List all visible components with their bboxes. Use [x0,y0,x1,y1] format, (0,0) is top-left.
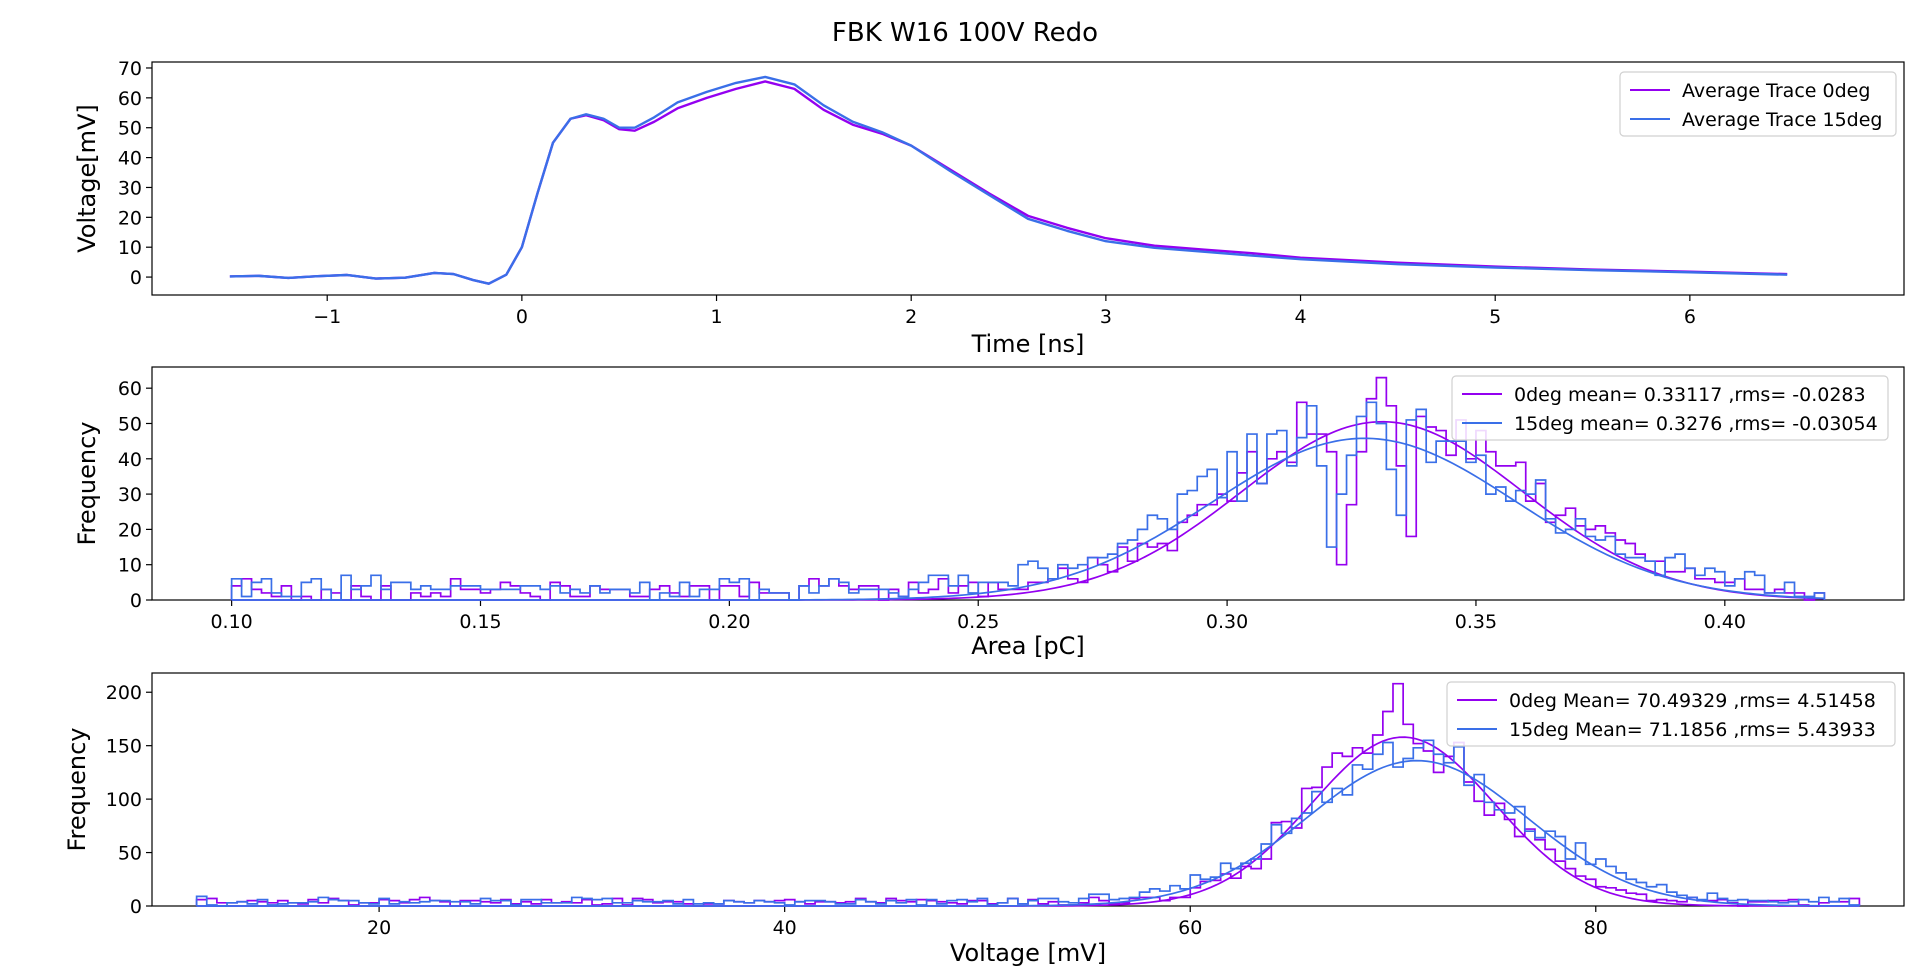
legend-label: Average Trace 0deg [1682,80,1870,102]
figure-title: FBK W16 100V Redo [832,18,1098,48]
y-tick-label: 50 [118,843,142,865]
x-tick-label: 40 [773,917,797,939]
x-tick-label: 0 [516,306,528,328]
x-tick-label: 6 [1684,306,1696,328]
legend-label: 15deg Mean= 71.1856 ,rms= 5.43933 [1509,719,1876,741]
y-tick-label: 10 [118,237,142,259]
gaussian-fit-curve [231,437,1825,601]
x-tick-label: 0.10 [210,611,252,633]
x-axis-label: Time [ns] [971,330,1085,358]
plot-frame [151,61,1905,296]
x-axis-label: Area [pC] [971,632,1085,660]
legend-label: 0deg mean= 0.33117 ,rms= -0.0283 [1514,384,1866,406]
x-tick-label: 0.30 [1206,611,1248,633]
y-axis-label: Voltage[mV] [73,104,101,253]
y-tick-label: 20 [118,519,142,541]
legend-box [1446,681,1896,747]
legend: Average Trace 0deg Average Trace 15deg [1619,71,1897,137]
x-tick-label: 0.15 [459,611,501,633]
histogram-step [195,739,1861,907]
x-tick-label: 0.35 [1455,611,1497,633]
y-tick-label: 150 [106,736,142,758]
y-tick-label: 100 [106,789,142,811]
x-axis-label: Voltage [mV] [950,939,1106,967]
x-tick-label: 0.40 [1704,611,1746,633]
y-tick-label: 30 [118,177,142,199]
x-tick-label: 20 [367,917,391,939]
legend-label: 0deg Mean= 70.49329 ,rms= 4.51458 [1509,690,1876,712]
y-tick-label: 0 [130,590,142,612]
y-tick-label: 70 [118,58,142,80]
x-tick-label: 4 [1294,306,1306,328]
legend-box [1619,71,1897,137]
y-tick-label: 60 [118,378,142,400]
y-tick-label: 60 [118,88,142,110]
x-tick-label: 0.20 [708,611,750,633]
y-tick-label: 50 [118,413,142,435]
plot-frame [151,366,1905,601]
y-tick-label: 0 [130,267,142,289]
y-tick-label: 30 [118,484,142,506]
legend-label: Average Trace 15deg [1682,109,1883,131]
y-tick-label: 50 [118,118,142,140]
x-tick-label: 2 [905,306,917,328]
y-axis-label: Frequency [73,422,101,546]
series-line [229,80,1788,285]
x-tick-label: −1 [313,306,341,328]
x-tick-label: 0.25 [957,611,999,633]
legend-label: 15deg mean= 0.3276 ,rms= -0.03054 [1514,413,1878,435]
y-tick-label: 200 [106,682,142,704]
x-tick-label: 60 [1178,917,1202,939]
voltage-histogram-panel: 20 40 60 80 0 50 100 150 200 Voltage [mV] Frequenc… [63,672,1905,967]
gaussian-fit-curve [196,759,1860,907]
y-tick-label: 40 [118,449,142,471]
x-tick-label: 3 [1100,306,1112,328]
gaussian-fit-curve [196,736,1860,907]
x-tick-label: 5 [1489,306,1501,328]
y-tick-label: 10 [118,555,142,577]
y-tick-label: 40 [118,148,142,170]
series-line [229,75,1788,285]
legend: 0deg Mean= 70.49329 ,rms= 4.51458 15deg M… [1446,681,1896,747]
x-tick-label: 80 [1584,917,1608,939]
y-tick-label: 20 [118,207,142,229]
x-tick-label: 1 [710,306,722,328]
gaussian-fit-curve [231,420,1825,601]
legend: 0deg mean= 0.33117 ,rms= -0.0283 15deg me… [1451,375,1889,441]
area-histogram-panel: 0.10 0.15 0.20 0.25 0.30 0.35 0.40 0 10 20 30 40 50 6… [73,366,1905,660]
y-axis-label: Frequency [63,728,91,852]
y-tick-label: 0 [130,896,142,918]
legend-box [1451,375,1889,441]
